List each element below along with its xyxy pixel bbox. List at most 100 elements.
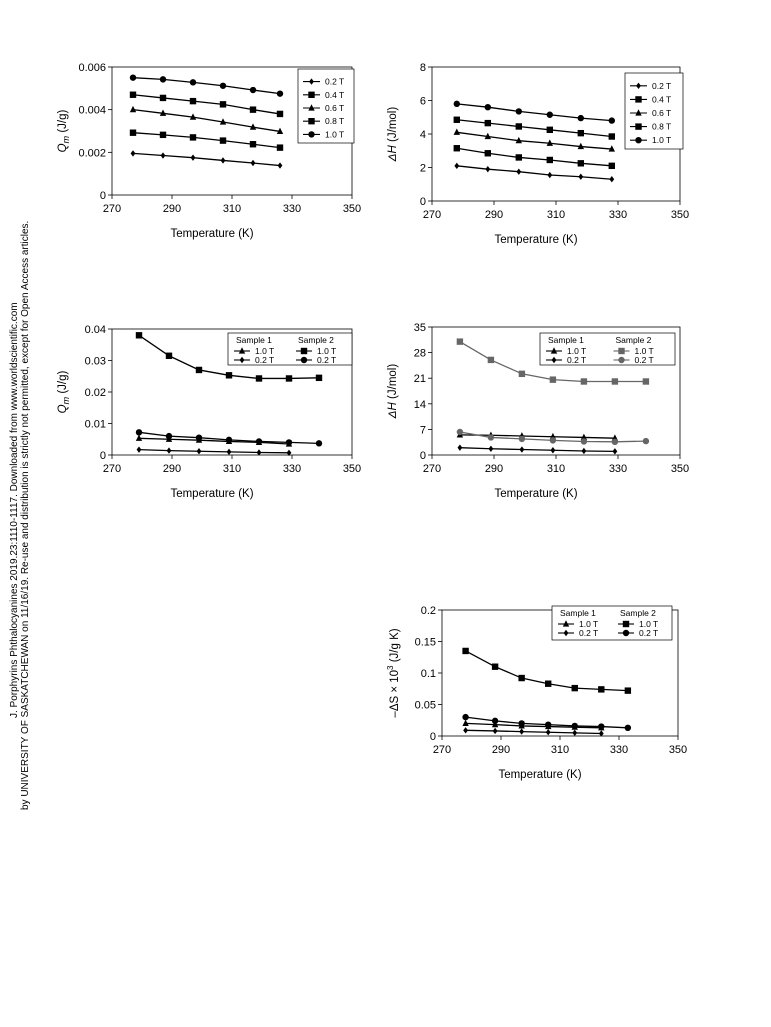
x-axis-label: Temperature (K) (170, 488, 253, 500)
legend-group-header: Sample 1 (548, 335, 584, 345)
data-point (598, 686, 605, 693)
legend-marker (308, 91, 315, 98)
x-tick-label: 330 (609, 463, 627, 475)
y-tick-label: 14 (414, 399, 426, 411)
series-line (456, 103, 612, 122)
series-group (135, 434, 293, 447)
series-group (136, 446, 292, 456)
data-point (249, 106, 257, 113)
series-group (135, 332, 323, 382)
legend-entry-label: 1.0 T (579, 619, 598, 629)
y-tick-label: 0.2 (421, 605, 436, 617)
x-tick-label: 350 (671, 209, 689, 221)
x-tick-label: 330 (609, 209, 627, 221)
data-point (159, 109, 167, 116)
series-line (132, 109, 281, 133)
data-point (457, 444, 463, 451)
legend-marker (308, 104, 315, 111)
legend-frame (551, 605, 673, 641)
series-line (465, 729, 602, 735)
data-point (276, 110, 284, 118)
series-line (456, 119, 612, 138)
y-tick-label: 0.04 (85, 324, 106, 336)
data-point (612, 448, 618, 455)
series-line (132, 152, 281, 167)
data-point (195, 366, 203, 374)
x-tick-label: 270 (423, 209, 441, 221)
y-axis-label-subscript: m (61, 135, 71, 143)
series-group (462, 719, 605, 731)
legend-entry-label: 1.0 T (567, 346, 586, 356)
data-point (609, 176, 615, 183)
x-tick-label: 310 (547, 209, 565, 221)
y-tick-label: 6 (420, 96, 426, 108)
data-point (549, 376, 557, 383)
series-group (457, 444, 618, 455)
data-point (250, 159, 256, 167)
legend: Sample 1 Sample 21.0 T0.2 T1.0 T0.2 T (551, 605, 673, 641)
data-point (518, 720, 525, 727)
legend-entry-label: 0.2 T (325, 77, 344, 87)
series-line (138, 437, 290, 445)
data-point (456, 338, 464, 345)
data-point (491, 717, 499, 725)
x-axis-label: Temperature (K) (494, 488, 577, 500)
y-tick-label: 21 (414, 373, 426, 385)
y-axis-label-superscript: 3 (386, 665, 395, 670)
x-tick-label: 310 (223, 203, 241, 215)
y-axis-label: Qm (J/g) (57, 110, 71, 153)
y-tick-label: 28 (414, 348, 426, 360)
data-point (129, 74, 137, 81)
y-tick-label: 0.03 (85, 356, 106, 368)
y-axis-label: Qm (J/g) (57, 371, 71, 414)
data-point (456, 428, 464, 436)
data-point (219, 137, 227, 144)
data-point (488, 445, 494, 452)
data-point (572, 729, 578, 737)
data-point (249, 141, 257, 148)
y-tick-label: 0 (430, 731, 436, 743)
legend-entry-label: 0.2 T (255, 355, 274, 365)
x-tick-label: 270 (103, 463, 121, 475)
data-point (195, 434, 203, 441)
legend-marker (622, 620, 630, 628)
data-point (546, 139, 553, 146)
data-point (577, 114, 584, 122)
y-tick-label: 0.02 (85, 387, 106, 399)
data-point (454, 162, 460, 170)
legend-entry-label: 1.0 T (635, 346, 654, 356)
series-group (453, 100, 615, 124)
legend-entry-label: 0.6 T (652, 108, 671, 118)
series-line (132, 94, 281, 115)
legend-marker (562, 620, 570, 627)
y-axis-label-symbol: Q (57, 143, 69, 152)
data-point (642, 437, 650, 445)
data-point (624, 724, 632, 732)
data-point (462, 647, 469, 655)
data-point (129, 129, 137, 136)
y-axis-label: –ΔS × 103 (J/g K) (386, 628, 401, 717)
data-point (190, 154, 196, 161)
data-point (487, 356, 495, 364)
y-tick-label: 0.002 (78, 147, 106, 159)
chart-qm-single: 270 290 310 330 350 0 0.002 0.004 0.006 Temperatu… (57, 62, 361, 240)
x-tick-label: 290 (492, 744, 510, 756)
series-group (453, 116, 615, 140)
x-tick-label: 350 (669, 744, 687, 756)
legend-entry-label: 0.6 T (325, 103, 344, 113)
data-point (189, 97, 197, 105)
data-point (255, 375, 263, 382)
data-point (219, 118, 227, 125)
data-point (581, 447, 587, 455)
legend-marker (563, 629, 569, 637)
x-tick-label: 270 (423, 463, 441, 475)
data-point (453, 116, 460, 123)
legend-group-header: Sample 2 (620, 608, 656, 618)
data-point (516, 168, 522, 175)
data-point (624, 687, 632, 694)
x-axis-label: Temperature (K) (494, 234, 577, 246)
data-point (571, 684, 578, 692)
legend-entry-label: 0.2 T (652, 81, 671, 91)
data-point (608, 162, 615, 170)
x-tick-label: 350 (343, 463, 361, 475)
